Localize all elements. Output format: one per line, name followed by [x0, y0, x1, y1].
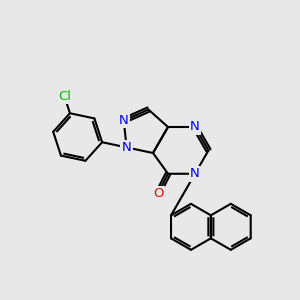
Text: Cl: Cl [58, 90, 71, 103]
Text: N: N [190, 167, 200, 180]
Text: N: N [122, 141, 131, 154]
Text: N: N [190, 121, 200, 134]
Text: N: N [119, 114, 129, 127]
Text: O: O [153, 187, 163, 200]
